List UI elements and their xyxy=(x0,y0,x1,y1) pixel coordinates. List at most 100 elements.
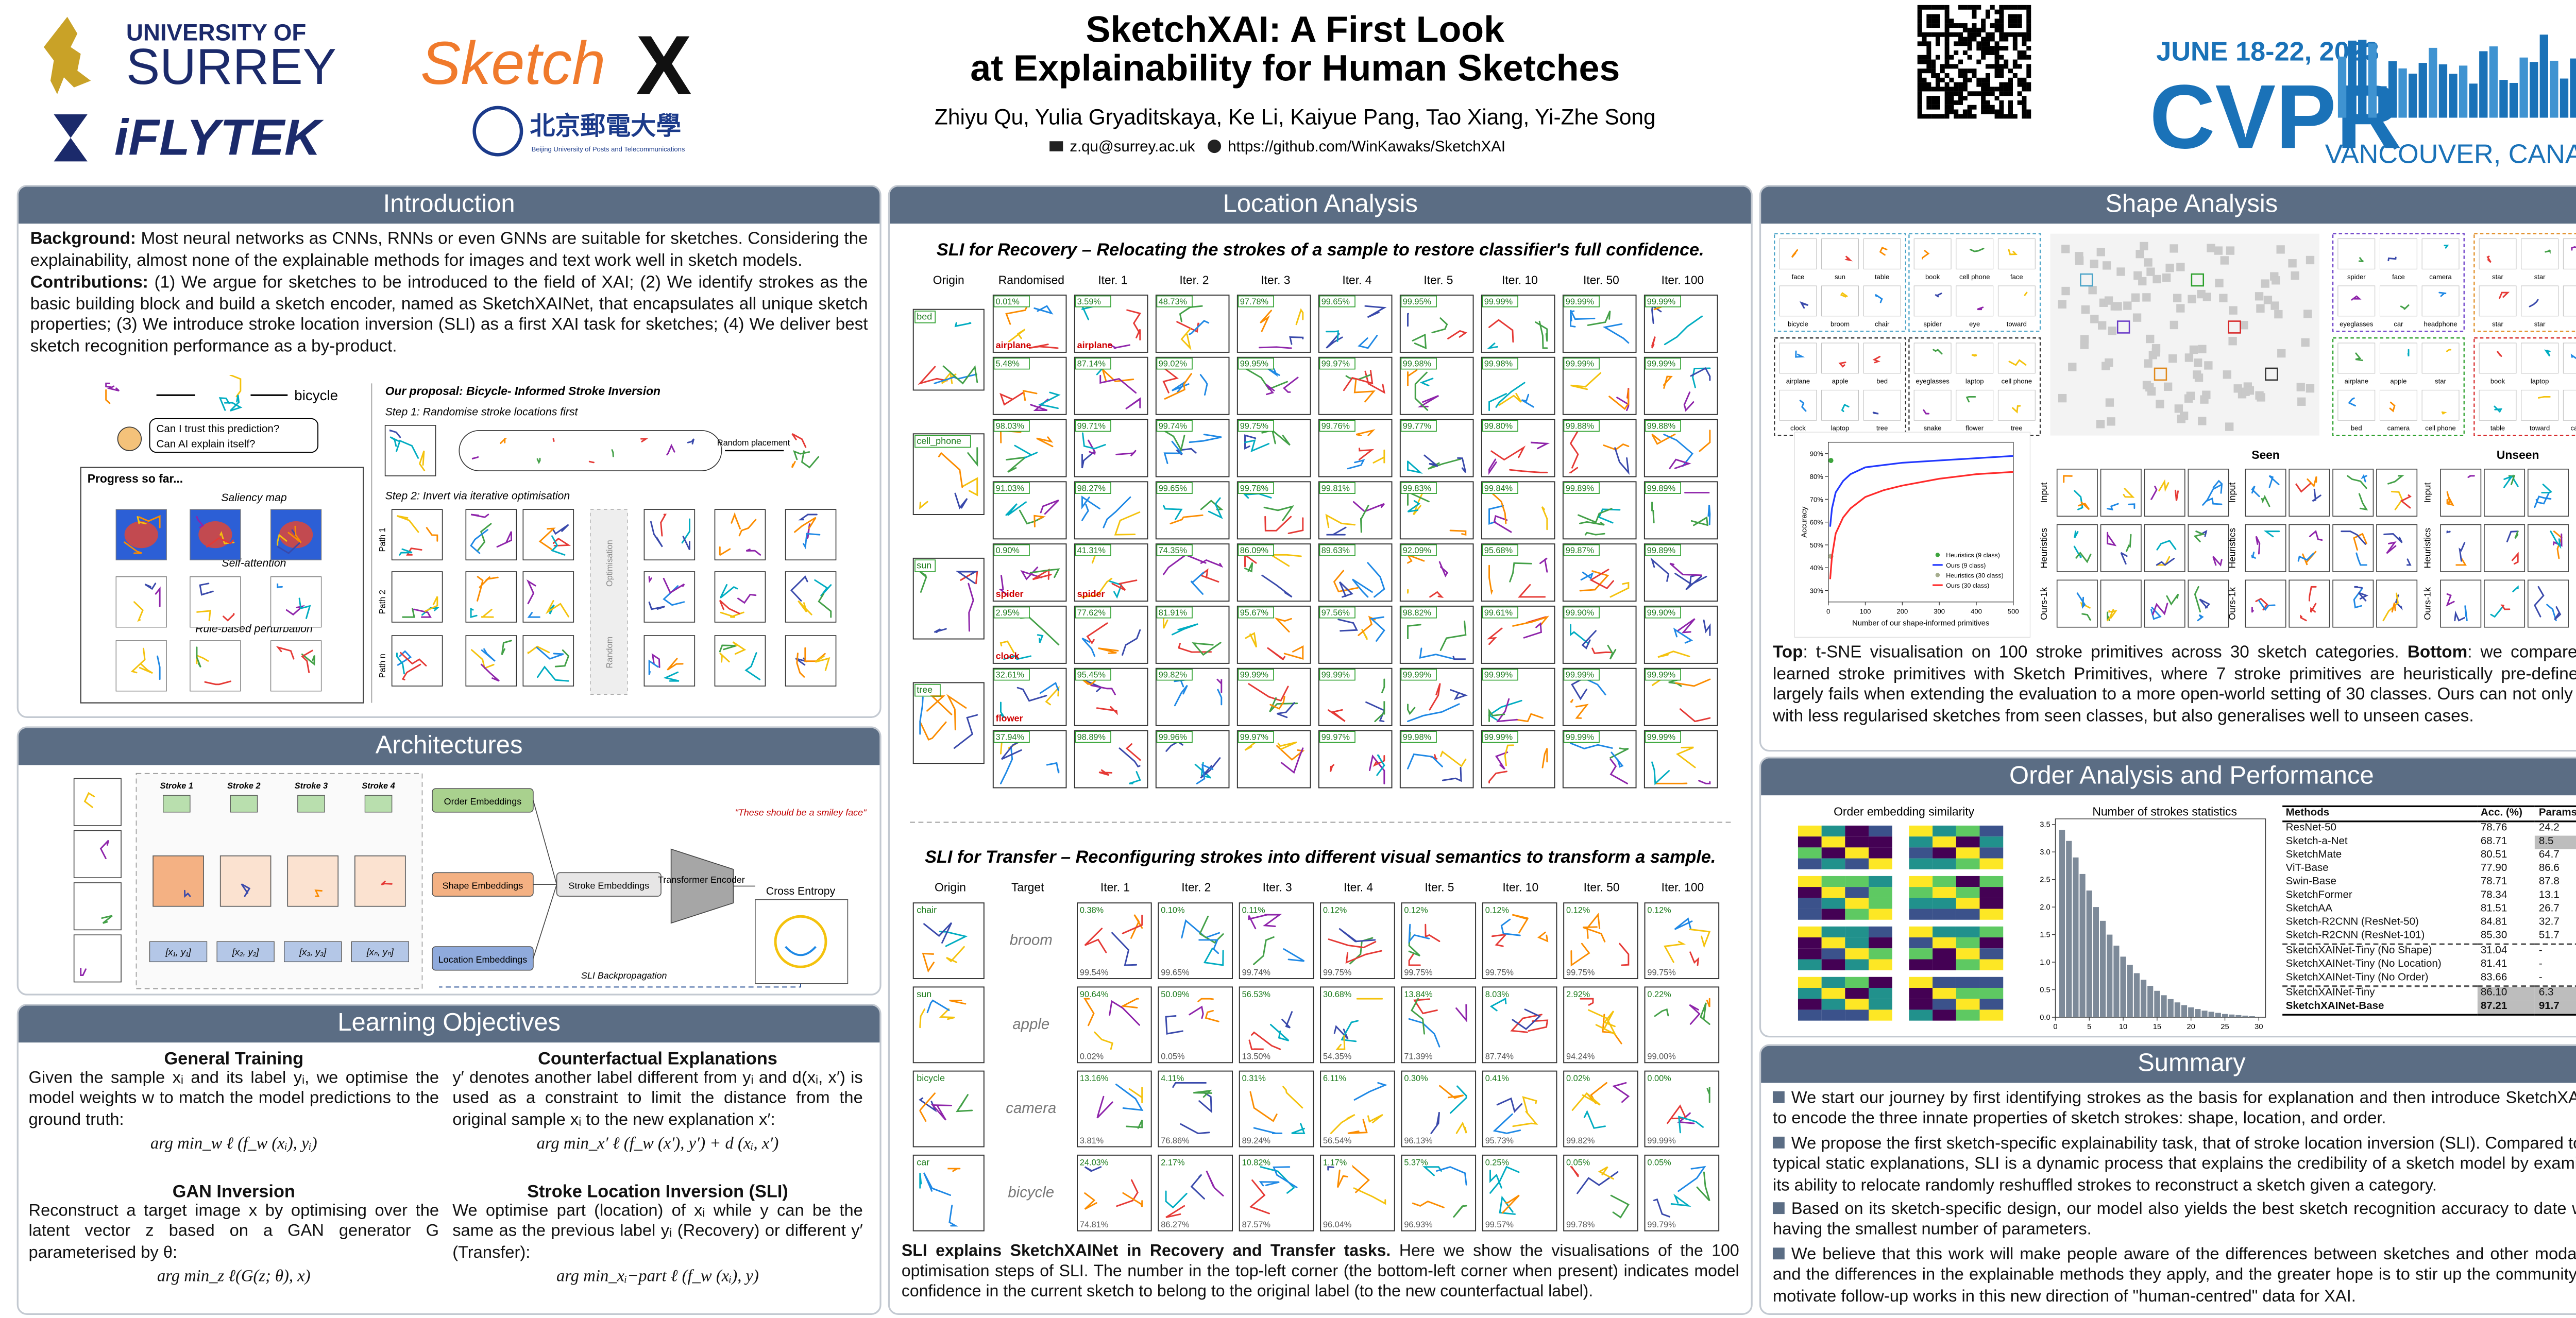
confidence: 99.90% xyxy=(1566,608,1594,618)
stroke-sketch xyxy=(133,601,144,622)
qr-cell xyxy=(1967,77,1972,82)
heat-cell xyxy=(1869,847,1892,859)
stroke-sketch xyxy=(1450,689,1468,700)
building xyxy=(2388,61,2397,118)
heat-cell xyxy=(1956,959,1980,970)
stroke-sketch xyxy=(2212,556,2223,567)
stroke-sketch xyxy=(2391,602,2396,613)
qr-cell xyxy=(2026,69,2031,74)
stroke-sketch xyxy=(2348,397,2356,407)
bupt-cn: 北京郵電大學 xyxy=(530,112,681,140)
confidence: 4.11% xyxy=(1161,1074,1184,1083)
target-label: bicycle xyxy=(1008,1184,1054,1201)
heat-cell xyxy=(1798,825,1822,837)
building xyxy=(2499,80,2508,118)
stroke-sketch xyxy=(1033,515,1046,527)
confidence: 8.03% xyxy=(1485,990,1509,999)
stroke-sketch xyxy=(1341,1020,1359,1042)
target-label: apple xyxy=(1012,1016,1049,1033)
stroke-sketch xyxy=(276,646,295,660)
stroke-sketch xyxy=(1265,384,1275,396)
heat-cell xyxy=(1956,937,1980,949)
table-cell: 6.3 xyxy=(2535,985,2576,1001)
stroke-sketch xyxy=(1084,928,1107,953)
qr-cell xyxy=(1962,114,1968,119)
stroke-sketch xyxy=(241,883,251,897)
objective-heading: Counterfactual Explanations xyxy=(538,1049,777,1070)
stroke-sketch xyxy=(956,1093,973,1112)
qr-cell xyxy=(1985,77,1990,82)
heat-cell xyxy=(1979,959,2004,970)
confidence: 98.82% xyxy=(1403,608,1431,618)
heat-cell xyxy=(1909,926,1933,938)
heat-cell xyxy=(1845,1009,1869,1021)
heat-cell xyxy=(1845,898,1869,909)
y-tick-label: 50% xyxy=(1810,541,1824,549)
stroke-sketch xyxy=(1611,751,1624,768)
stroke-sketch xyxy=(389,429,401,438)
stroke-sketch xyxy=(947,1168,961,1172)
orig-confidence: 0.02% xyxy=(1080,1052,1104,1062)
primitive-label: apple xyxy=(2390,377,2406,385)
stroke-sketch xyxy=(418,450,426,471)
surrey-bottom: SURREY xyxy=(126,38,336,95)
stroke-sketch xyxy=(666,443,675,456)
heat-cell xyxy=(1933,1009,1956,1021)
conf-tag xyxy=(1400,420,1437,432)
primitive-label: broom xyxy=(1831,320,1850,328)
qr-cell xyxy=(1944,23,1950,28)
qr-cell xyxy=(1972,5,1977,10)
heat-cell xyxy=(1869,926,1892,938)
stroke-sketch xyxy=(287,525,302,543)
heat-cell xyxy=(1979,887,2004,898)
qr-cell xyxy=(1917,41,1922,46)
iter-cell xyxy=(1644,986,1720,1064)
target-label: camera xyxy=(1006,1100,1056,1117)
stroke-sketch xyxy=(1190,1174,1205,1200)
stroke-sketch xyxy=(1457,457,1467,473)
conf-tag xyxy=(1482,295,1518,307)
stroke-sketch xyxy=(2024,292,2028,296)
heat-cell xyxy=(1909,898,1933,909)
sketch-thumb xyxy=(2100,524,2142,572)
stroke-sketch xyxy=(1570,372,1602,390)
stroke-sketch xyxy=(1609,758,1629,784)
stroke-emb-box xyxy=(556,872,662,897)
heat-cell xyxy=(1821,959,1845,970)
qr-cell xyxy=(1999,27,2004,32)
confidence: 5.48% xyxy=(996,360,1020,369)
arch-figure: Stroke 1[x₁, y₁]Stroke 2[x₂, y₂]Stroke 3… xyxy=(73,773,867,989)
qr-cell xyxy=(2026,73,2031,78)
confidence: 0.25% xyxy=(1485,1158,1509,1167)
loc-token xyxy=(149,941,208,963)
stroke-sketch xyxy=(1036,436,1054,448)
confidence: 99.65% xyxy=(1321,297,1350,306)
tsne-point xyxy=(2156,400,2164,408)
wrong-label: flower xyxy=(996,713,1023,724)
building xyxy=(2489,46,2498,118)
stroke-sketch xyxy=(285,605,306,616)
stroke-sketch xyxy=(1037,634,1044,643)
qr-cell xyxy=(2022,100,2027,105)
wrong-label: airplane xyxy=(1077,340,1113,350)
cvpr-place: VANCOUVER, CANADA xyxy=(2325,140,2576,169)
heat-cell xyxy=(1821,898,1845,909)
stroke-sketch xyxy=(1244,439,1270,453)
qr-cell xyxy=(1922,37,1927,42)
stroke-sketch xyxy=(2212,480,2223,494)
confidence: 0.12% xyxy=(1404,906,1428,915)
stroke-sketch xyxy=(2503,475,2512,488)
stroke-sketch xyxy=(1935,293,1942,298)
stroke-sketch xyxy=(719,600,740,614)
primitive xyxy=(1997,238,2036,269)
qr-cell xyxy=(2008,91,2013,96)
stroke-sketch xyxy=(183,889,191,898)
primitive-label: bicycle xyxy=(1788,320,1808,328)
heat-cell xyxy=(1979,858,2004,869)
qr-cell xyxy=(2004,64,2009,69)
primitive xyxy=(1863,389,1901,421)
qr-cell xyxy=(2017,5,2022,10)
confidence: 0.12% xyxy=(1647,906,1671,915)
heat-cell xyxy=(1979,948,2004,960)
